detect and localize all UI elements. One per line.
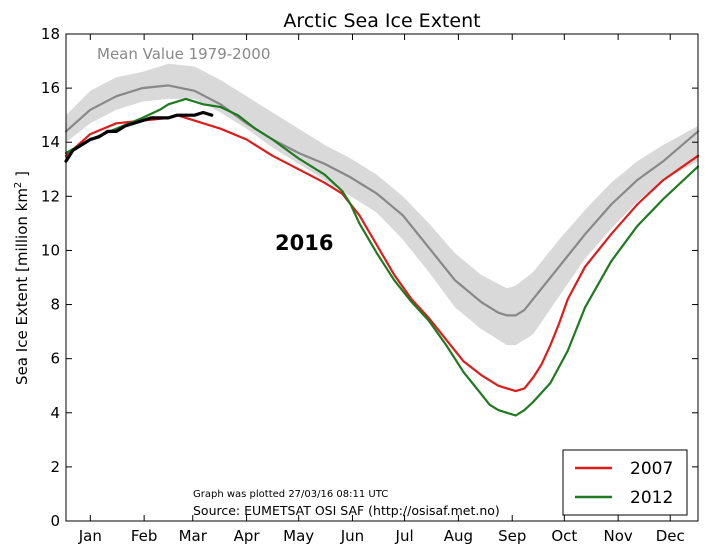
x-tick-label: May (283, 527, 314, 545)
legend-label-2007: 2007 (630, 459, 673, 479)
x-tick-label: Apr (234, 527, 261, 545)
y-tick-label: 16 (41, 79, 60, 97)
series-line-2007 (64, 114, 700, 393)
x-tick-label: Mar (179, 527, 208, 545)
y-axis-label: Sea Ice Extent [million km2 ] (13, 171, 31, 385)
series-line-mean (64, 84, 700, 317)
y-tick-label: 2 (50, 458, 60, 476)
mean-range-band (66, 63, 698, 346)
x-tick-label: Jun (340, 527, 364, 545)
series-line-2016 (64, 110, 214, 163)
x-tick-label: Jan (78, 527, 102, 545)
mean-value-label: Mean Value 1979-2000 (97, 45, 270, 63)
x-tick-label: Dec (656, 527, 685, 545)
y-tick-label: 0 (50, 512, 60, 530)
x-tick-label: Jul (395, 527, 414, 545)
x-tick-label: Feb (131, 527, 158, 545)
y-tick-label: 12 (41, 187, 60, 205)
chart-title: Arctic Sea Ice Extent (283, 10, 480, 32)
y-tick-label: 8 (50, 296, 60, 314)
y-tick-label: 14 (41, 133, 60, 151)
x-tick-label: Oct (551, 527, 577, 545)
legend-label-2012: 2012 (630, 488, 673, 508)
legend-box (562, 449, 688, 516)
y-tick-label: 10 (41, 241, 60, 259)
y-tick-label: 4 (50, 404, 60, 422)
series-line-2012 (64, 97, 700, 417)
plot-frame (65, 33, 699, 522)
x-tick-label: Nov (603, 527, 632, 545)
y-tick-label: 6 (50, 350, 60, 368)
source-credit: Source: EUMETSAT OSI SAF (http://osisaf.… (193, 503, 500, 518)
year-2016-label: 2016 (275, 231, 333, 255)
y-tick-label: 18 (41, 25, 60, 43)
x-tick-label: Sep (498, 527, 526, 545)
plotted-timestamp: Graph was plotted 27/03/16 08:11 UTC (193, 489, 388, 500)
legend: 2007 2012 (562, 449, 688, 516)
x-tick-label: Aug (444, 527, 473, 545)
